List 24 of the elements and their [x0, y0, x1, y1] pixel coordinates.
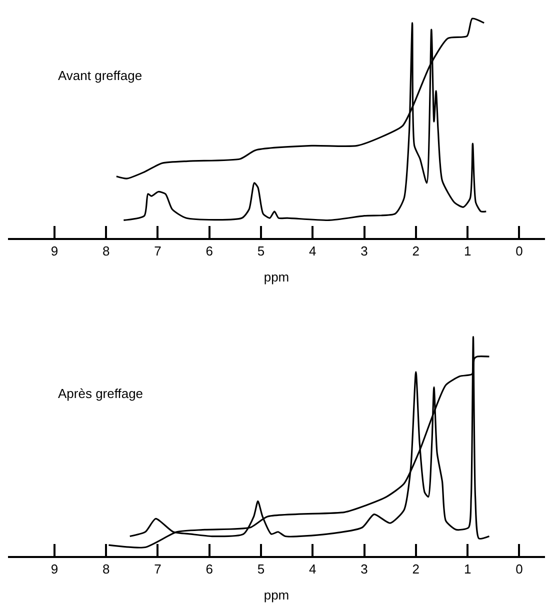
x-tick-label: 1	[464, 562, 472, 577]
x-axis-title: ppm	[264, 588, 290, 603]
x-axis-title: ppm	[264, 269, 290, 284]
x-tick-label: 2	[412, 562, 420, 577]
x-tick-label: 3	[360, 562, 368, 577]
x-tick-label: 1	[464, 243, 472, 258]
x-tick-label: 3	[360, 243, 368, 258]
x-tick-label: 5	[257, 562, 265, 577]
x-tick-label: 6	[206, 562, 213, 577]
x-tick-label: 4	[309, 562, 316, 577]
x-tick-label: 8	[102, 562, 110, 577]
x-tick-label: 6	[206, 243, 213, 258]
x-tick-label: 8	[102, 243, 110, 258]
x-tick-label: 0	[516, 562, 523, 577]
text: Avant greffage	[58, 68, 142, 83]
x-tick-label: 7	[154, 243, 162, 258]
x-tick-label: 9	[50, 243, 58, 258]
x-tick-label: 5	[257, 243, 265, 258]
x-tick-label: 7	[154, 562, 162, 577]
x-tick-label: 9	[50, 562, 58, 577]
x-tick-label: 0	[516, 243, 523, 258]
x-tick-label: 2	[412, 243, 420, 258]
x-tick-label: 4	[309, 243, 316, 258]
text: Après greffage	[58, 386, 144, 401]
